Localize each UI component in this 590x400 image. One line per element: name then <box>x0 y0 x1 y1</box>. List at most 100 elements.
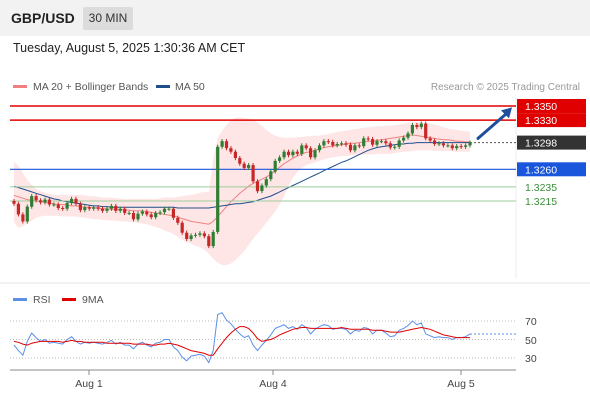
candle-body <box>87 207 91 209</box>
candle-body <box>39 200 43 203</box>
timeframe-badge[interactable]: 30 MIN <box>83 7 133 30</box>
candle-body <box>428 138 432 141</box>
forecast-arrow-shaft <box>476 109 511 140</box>
candle-body <box>12 201 16 204</box>
candle-body <box>313 150 317 158</box>
candle-body <box>65 203 69 209</box>
candle-body <box>419 123 423 128</box>
candle-body <box>242 163 246 168</box>
price-labels: 1.3350 1.3330 1.3298 1.3260 1.3235 1.3215 <box>517 99 586 208</box>
candle-body <box>273 160 277 172</box>
candle-body <box>149 214 153 218</box>
rsi-tick-50: 50 <box>525 335 537 347</box>
ma20-legend-swatch <box>13 85 27 88</box>
candle-body <box>304 145 308 149</box>
candle-body <box>397 140 401 147</box>
candle-body <box>247 165 251 168</box>
candle-body <box>92 207 96 209</box>
candle-body <box>278 157 282 161</box>
ma50-legend-swatch <box>156 85 170 88</box>
candle-body <box>224 141 229 149</box>
candle-body <box>353 145 357 151</box>
candle-body <box>145 211 149 215</box>
candle-body <box>340 143 344 145</box>
candle-body <box>198 233 202 235</box>
rsi-ma-line <box>13 326 470 356</box>
candle-body <box>286 151 291 156</box>
candle-body <box>118 208 122 211</box>
candle-body <box>424 123 428 139</box>
candle-body <box>309 148 313 158</box>
candle-body <box>105 208 109 211</box>
candle-body <box>459 146 463 148</box>
candle-body <box>207 236 211 247</box>
candle-body <box>406 133 410 138</box>
candle-body <box>410 125 414 134</box>
candle-body <box>344 143 348 145</box>
candle-body <box>100 208 105 211</box>
candle-body <box>158 212 162 214</box>
candle-body <box>43 199 47 203</box>
rsi-ma-legend-swatch <box>62 298 76 301</box>
candle-body <box>433 140 437 144</box>
candle-body <box>402 137 406 141</box>
candle-body <box>167 208 171 210</box>
candle-body <box>61 208 65 209</box>
candle-body <box>441 143 445 146</box>
candle-body <box>357 145 361 147</box>
candle-body <box>362 138 366 147</box>
candle-body <box>47 199 51 205</box>
rsi-panel <box>10 312 516 364</box>
candle-body <box>78 203 82 211</box>
candle-body <box>322 141 326 146</box>
x-tick-aug4: Aug 4 <box>259 378 287 390</box>
last-price-label: 1.3298 <box>525 138 557 150</box>
candle-body <box>468 142 472 146</box>
resistance-label-r1: 1.3330 <box>525 115 557 127</box>
timestamp: Tuesday, August 5, 2025 1:30:36 AM CET <box>13 41 246 55</box>
candle-body <box>264 179 268 186</box>
x-tick-aug5: Aug 5 <box>447 378 475 390</box>
candle-body <box>21 214 25 222</box>
candle-body <box>131 213 136 220</box>
candle-body <box>74 198 78 204</box>
candle-body <box>326 141 330 143</box>
candle-body <box>455 146 459 149</box>
rsi-legend-label: RSI <box>33 294 51 306</box>
rsi-ma-legend-label: 9MA <box>82 294 104 306</box>
candle-body <box>70 198 74 204</box>
candle-body <box>34 196 38 201</box>
candle-body <box>348 144 353 151</box>
candle-body <box>384 141 388 144</box>
symbol-title: GBP/USD <box>11 10 75 26</box>
candle-body <box>335 144 339 146</box>
rsi-legend-swatch <box>13 298 27 301</box>
candle-body <box>180 222 184 233</box>
candle-body <box>25 206 29 222</box>
candle-body <box>282 151 286 158</box>
candle-body <box>238 158 242 164</box>
candle-body <box>154 213 158 218</box>
candlesticks <box>12 107 512 249</box>
candle-body <box>371 139 375 145</box>
candle-body <box>16 203 20 215</box>
last-price-label-box <box>517 135 586 150</box>
candle-body <box>446 145 450 147</box>
candle-body <box>136 213 140 220</box>
candle-body <box>331 141 335 146</box>
candle-body <box>295 151 299 154</box>
candle-body <box>216 146 220 232</box>
candle-body <box>415 125 419 128</box>
rsi-tick-30: 30 <box>525 353 537 365</box>
candle-body <box>211 232 215 247</box>
candle-body <box>202 233 206 237</box>
pivot-label-box <box>517 162 586 177</box>
forecast-arrow-head <box>501 107 512 119</box>
candle-body <box>437 143 441 145</box>
candle-body <box>193 234 198 236</box>
ma50-legend-label: MA 50 <box>175 81 205 93</box>
candle-body <box>255 181 260 192</box>
rsi-tick-70: 70 <box>525 316 537 328</box>
candle-body <box>162 208 167 213</box>
